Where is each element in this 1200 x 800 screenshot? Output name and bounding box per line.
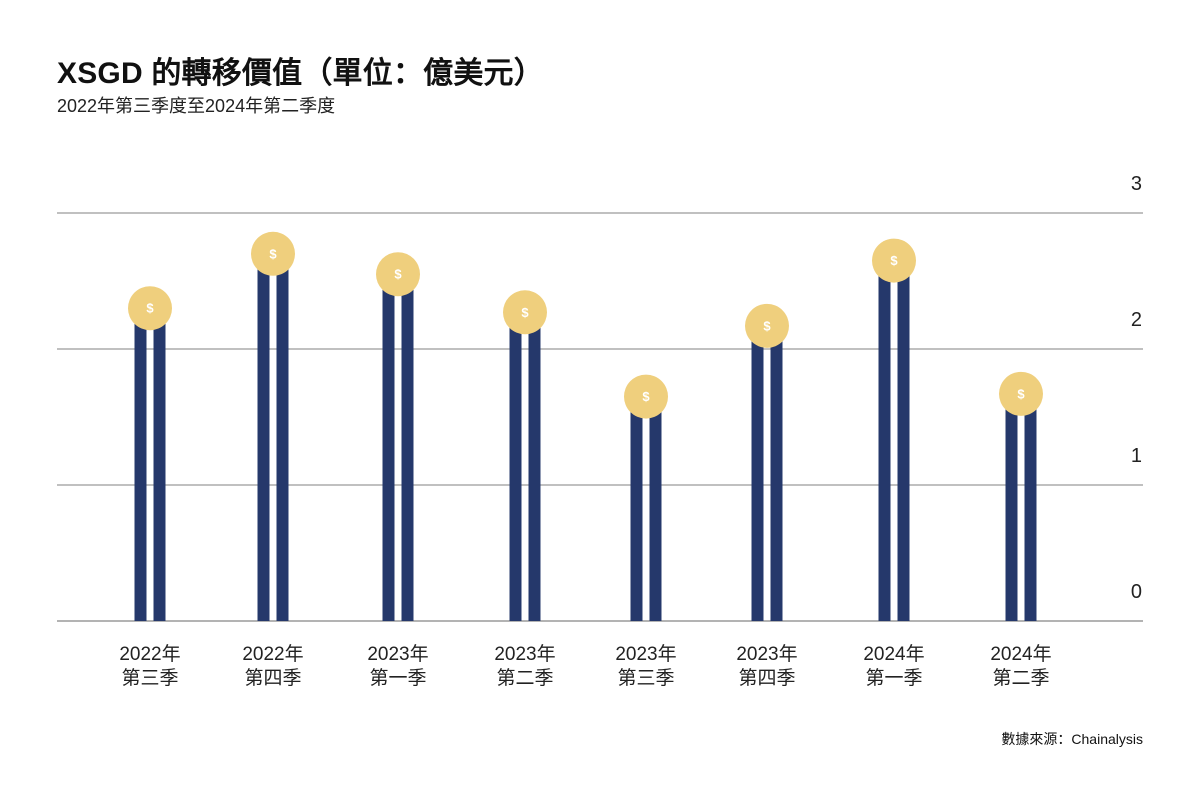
x-tick-label: 2022年 <box>242 643 303 665</box>
bar <box>1024 393 1037 621</box>
x-tick-label: 2024年 <box>863 643 924 665</box>
bar <box>257 253 270 622</box>
coin-icon <box>503 290 547 335</box>
bar <box>630 396 643 621</box>
x-tick-label: 第四季 <box>738 667 795 689</box>
x-tick-label: 第四季 <box>244 667 301 689</box>
x-tick-label: 2023年 <box>736 643 797 665</box>
dollar-sign-label: $ <box>890 253 898 268</box>
coin-icon <box>872 238 916 283</box>
coin-icon <box>999 371 1043 416</box>
x-tick-label: 第二季 <box>992 667 1049 689</box>
y-tick-label: 1 <box>1131 445 1142 467</box>
x-tick-label: 第二季 <box>496 667 553 689</box>
x-tick-label: 2023年 <box>367 643 428 665</box>
dollar-sign-label: $ <box>269 246 277 261</box>
coin-icon <box>624 374 668 419</box>
x-tick-label: 第三季 <box>617 667 674 689</box>
bar <box>134 308 147 621</box>
coin-icon <box>376 252 420 297</box>
x-tick-label: 2024年 <box>990 643 1051 665</box>
bar <box>649 396 662 621</box>
x-tick-label: 2022年 <box>119 643 180 665</box>
dollar-sign-label: $ <box>521 305 529 320</box>
y-tick-label: 3 <box>1131 173 1142 195</box>
dollar-sign-label: $ <box>1017 386 1025 401</box>
y-tick-label: 2 <box>1131 309 1142 331</box>
bar <box>509 312 522 621</box>
coin-icon <box>251 231 295 276</box>
x-tick-label: 第一季 <box>865 667 922 689</box>
coin-icon <box>128 286 172 331</box>
x-tick-label: 第一季 <box>369 667 426 689</box>
chart-title: XSGD 的轉移價值（單位：億美元） <box>57 57 544 90</box>
x-tick-label: 第三季 <box>121 667 178 689</box>
bar <box>153 308 166 621</box>
chart-subtitle: 2022年第三季度至2024年第二季度 <box>57 96 336 116</box>
bar <box>751 325 764 621</box>
x-tick-label: 2023年 <box>494 643 555 665</box>
bar <box>1005 393 1018 621</box>
dollar-sign-label: $ <box>642 389 650 404</box>
bar <box>276 253 289 622</box>
bar <box>382 274 395 621</box>
bar <box>770 325 783 621</box>
dollar-sign-label: $ <box>763 318 771 333</box>
dollar-sign-label: $ <box>146 301 154 316</box>
y-tick-label: 0 <box>1131 581 1142 603</box>
source-note: 數據來源：Chainalysis <box>1001 731 1143 747</box>
bar <box>528 312 541 621</box>
bar <box>401 274 414 621</box>
bar <box>878 260 891 621</box>
dollar-sign-label: $ <box>394 267 402 282</box>
x-tick-label: 2023年 <box>615 643 676 665</box>
coin-icon <box>745 303 789 348</box>
bar <box>897 260 910 621</box>
